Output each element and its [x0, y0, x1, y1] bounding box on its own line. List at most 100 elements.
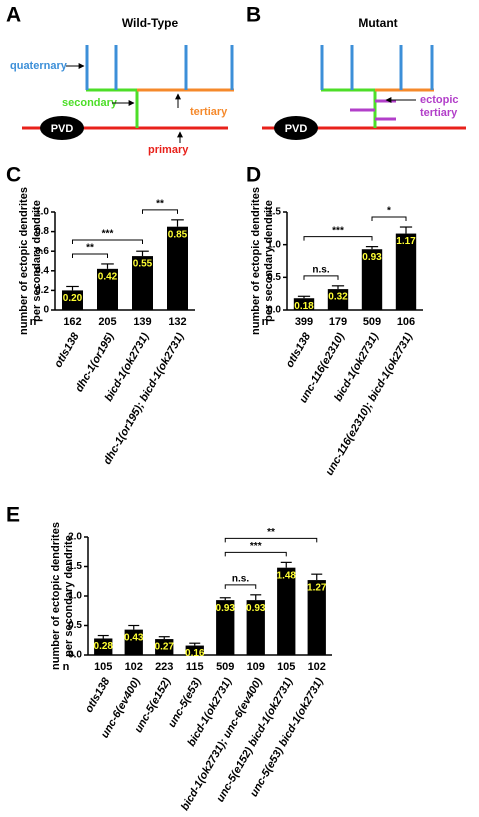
- bar: [185, 645, 204, 655]
- y-tick-label: 1.0: [35, 207, 49, 218]
- x-tick-label: otIs138: [52, 330, 82, 370]
- significance-label: **: [86, 243, 94, 254]
- significance-label: ***: [250, 541, 262, 552]
- value-label: 0.55: [133, 259, 153, 270]
- value-label: 0.27: [155, 642, 175, 653]
- value-label: 1.27: [307, 583, 327, 594]
- bar: [277, 567, 296, 655]
- cell-label: PVD: [285, 123, 308, 135]
- bar: [132, 256, 153, 310]
- value-label: 1.17: [396, 236, 416, 247]
- y-tick-label: 0.6: [35, 246, 49, 257]
- n-value: 205: [98, 316, 116, 328]
- significance-bracket: [72, 253, 108, 258]
- bar: [167, 226, 188, 310]
- y-axis-label: per secondary dendrite: [263, 200, 275, 322]
- value-label: 0.28: [94, 641, 114, 652]
- panel-title: Mutant: [358, 16, 397, 30]
- n-value: 109: [247, 661, 265, 673]
- significance-bracket: [224, 584, 257, 589]
- tertiary-label: tertiary: [190, 106, 228, 118]
- significance-bracket: [142, 209, 178, 214]
- y-axis-label: per secondary dendrite: [31, 200, 43, 322]
- significance-label: n.s.: [312, 264, 329, 275]
- ectopic-label: ectopic: [420, 94, 459, 106]
- significance-bracket: [303, 275, 339, 280]
- significance-label: **: [156, 198, 164, 209]
- panel-letter: B: [246, 4, 261, 27]
- n-label: n: [30, 316, 37, 328]
- y-tick-label: 2.0: [68, 532, 82, 543]
- n-value: 509: [216, 661, 234, 673]
- cell-body: [40, 116, 84, 140]
- quaternary-dendrites: [320, 45, 434, 90]
- significance-bracket: [303, 236, 373, 241]
- significance-label: *: [387, 206, 391, 217]
- value-label: 0.16: [185, 648, 205, 659]
- significance-label: **: [267, 527, 275, 538]
- y-tick-label: 0.5: [68, 620, 82, 631]
- x-tick-label: otIs138: [83, 675, 113, 715]
- n-value: 105: [277, 661, 295, 673]
- panel-letter: E: [6, 504, 20, 527]
- significance-bracket: [224, 537, 318, 543]
- y-tick-label: 0.5: [267, 272, 281, 283]
- bar: [155, 639, 174, 655]
- value-label: 0.93: [246, 603, 266, 614]
- bar: [395, 233, 417, 310]
- y-tick-label: 0.0: [68, 650, 82, 661]
- value-label: 0.20: [63, 293, 83, 304]
- bar: [293, 298, 315, 310]
- panel-letter: A: [6, 4, 21, 27]
- tertiary-label: tertiary: [420, 107, 458, 119]
- y-axis-label: number of ectopic dendrites: [50, 522, 62, 670]
- ectopic-dendrites: [350, 99, 396, 121]
- y-tick-label: 1.0: [68, 591, 82, 602]
- bar: [327, 289, 349, 310]
- y-tick-label: 1.0: [267, 239, 281, 250]
- n-value: 399: [295, 316, 313, 328]
- value-label: 0.32: [328, 292, 348, 303]
- value-label: 0.93: [216, 603, 236, 614]
- y-axis-label: number of ectopic dendrites: [18, 187, 30, 335]
- bar: [307, 580, 326, 655]
- x-tick-label: otIs138: [284, 330, 314, 370]
- secondary-label: secondary: [62, 97, 118, 109]
- panel-b: B Mutant PVD ectopic tertiary: [246, 4, 466, 140]
- n-value: 509: [363, 316, 381, 328]
- panel-letter: C: [6, 164, 21, 187]
- y-axis-label: number of ectopic dendrites: [250, 187, 262, 335]
- n-label: n: [63, 661, 70, 673]
- bar: [124, 629, 143, 655]
- bar: [361, 249, 383, 310]
- bar: [62, 290, 83, 310]
- value-label: 0.18: [294, 301, 314, 312]
- significance-bracket: [72, 239, 143, 244]
- significance-label: ***: [102, 229, 114, 240]
- value-label: 0.85: [168, 229, 188, 240]
- y-axis-label: per secondary dendrite: [63, 535, 75, 657]
- significance-bracket: [371, 216, 407, 222]
- panel-a: A Wild-Type PVD quaternary secondary ter…: [6, 4, 234, 156]
- n-value: 102: [125, 661, 143, 673]
- y-tick-label: 0.4: [35, 265, 49, 276]
- bar: [216, 600, 235, 655]
- value-label: 1.48: [277, 570, 297, 581]
- quaternary-dendrites: [85, 45, 234, 90]
- y-tick-label: 0.8: [35, 226, 49, 237]
- significance-label: n.s.: [232, 573, 249, 584]
- bar: [97, 268, 118, 310]
- significance-label: ***: [332, 225, 344, 236]
- n-value: 223: [155, 661, 173, 673]
- bar: [246, 600, 265, 655]
- n-value: 132: [168, 316, 186, 328]
- n-value: 162: [63, 316, 81, 328]
- significance-bracket: [224, 551, 287, 557]
- cell-label: PVD: [51, 123, 74, 135]
- y-tick-label: 0: [43, 305, 49, 316]
- n-value: 102: [308, 661, 326, 673]
- value-label: 0.43: [124, 632, 144, 643]
- n-value: 179: [329, 316, 347, 328]
- n-value: 106: [397, 316, 415, 328]
